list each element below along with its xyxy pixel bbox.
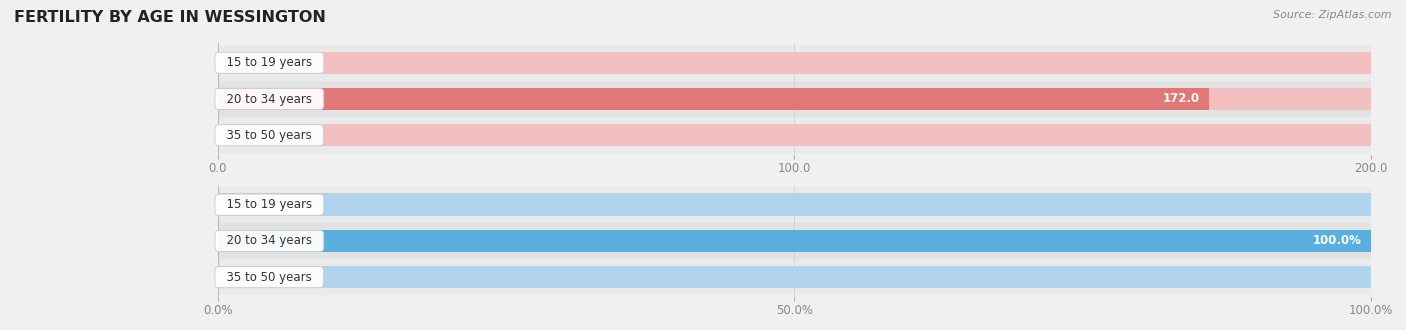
Text: 0.0%: 0.0% [228, 198, 257, 211]
Bar [218, 223, 1371, 259]
Bar [218, 230, 1371, 252]
Text: 0.0: 0.0 [228, 56, 246, 69]
Text: Source: ZipAtlas.com: Source: ZipAtlas.com [1274, 10, 1392, 20]
Text: 172.0: 172.0 [1163, 92, 1201, 106]
Bar [218, 124, 1371, 147]
Text: 20 to 34 years: 20 to 34 years [219, 92, 319, 106]
Text: 35 to 50 years: 35 to 50 years [219, 129, 319, 142]
Text: 15 to 19 years: 15 to 19 years [219, 56, 319, 69]
Bar [218, 186, 1371, 223]
Bar [218, 45, 1371, 81]
Text: 0.0: 0.0 [228, 129, 246, 142]
Bar [218, 88, 1371, 110]
Bar [218, 259, 1371, 295]
Bar [218, 81, 1371, 117]
Text: 35 to 50 years: 35 to 50 years [219, 271, 319, 283]
Bar [218, 193, 1371, 216]
Text: FERTILITY BY AGE IN WESSINGTON: FERTILITY BY AGE IN WESSINGTON [14, 10, 326, 25]
Text: 15 to 19 years: 15 to 19 years [219, 198, 319, 211]
Bar [218, 51, 1371, 74]
Text: 100.0%: 100.0% [1313, 234, 1361, 248]
Text: 20 to 34 years: 20 to 34 years [219, 234, 319, 248]
Bar [218, 117, 1371, 153]
Bar [218, 88, 1209, 110]
Bar [218, 266, 1371, 288]
Bar [218, 230, 1371, 252]
Text: 0.0%: 0.0% [228, 271, 257, 283]
